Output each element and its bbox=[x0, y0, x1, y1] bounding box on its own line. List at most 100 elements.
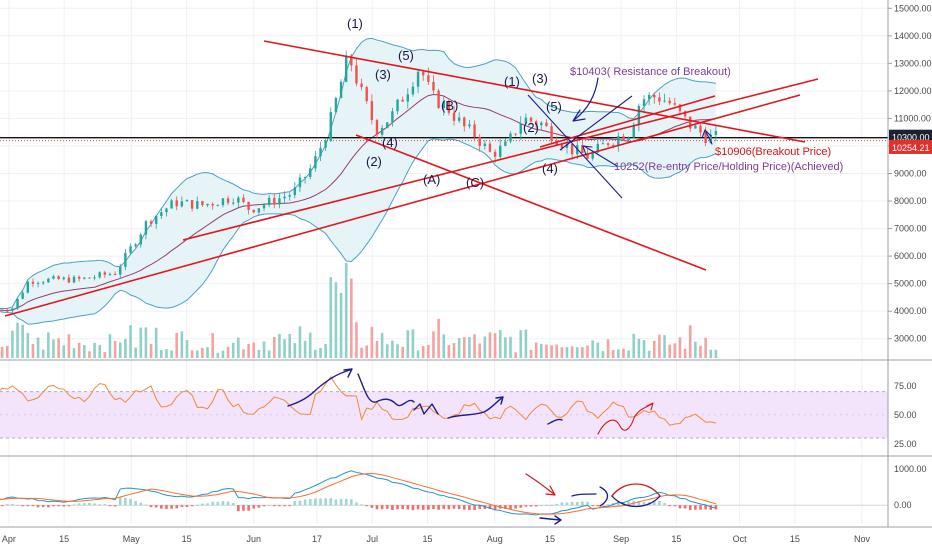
candle-body bbox=[473, 124, 476, 138]
candle-body bbox=[257, 208, 261, 213]
volume-bar bbox=[468, 336, 471, 358]
macd-stroke-3 bbox=[539, 517, 561, 521]
candle-body bbox=[622, 136, 625, 141]
wave-label: (1) bbox=[347, 16, 363, 31]
macd-histogram-bar bbox=[545, 504, 548, 506]
candle-body bbox=[699, 125, 702, 133]
macd-histogram-bar bbox=[565, 502, 569, 506]
macd-histogram-bar bbox=[324, 498, 327, 506]
time-tick-label: Nov bbox=[854, 534, 871, 544]
candle-body bbox=[72, 276, 76, 283]
volume-bar bbox=[596, 342, 600, 358]
volume-bar bbox=[324, 343, 327, 358]
volume-bar bbox=[41, 349, 45, 358]
macd-histogram-bar bbox=[257, 505, 261, 508]
candle-body bbox=[262, 204, 266, 209]
rsi-arrow-3 bbox=[646, 402, 654, 411]
macd-histogram-bar bbox=[596, 505, 600, 507]
macd-histogram-bar bbox=[175, 505, 179, 509]
purple-up-line bbox=[559, 95, 633, 151]
candle-body bbox=[632, 124, 635, 138]
candle-body bbox=[267, 197, 271, 205]
macd-histogram-bar bbox=[391, 505, 394, 511]
macd-histogram-bar bbox=[519, 505, 523, 508]
macd-histogram-bar bbox=[47, 505, 50, 508]
volume-bar bbox=[447, 345, 451, 358]
macd-histogram-bar bbox=[149, 505, 153, 508]
candle-body bbox=[442, 101, 445, 108]
macd-histogram-bar bbox=[72, 504, 76, 506]
candle-body bbox=[242, 197, 245, 202]
candle-body bbox=[298, 177, 302, 188]
macd-histogram-bar bbox=[26, 505, 30, 507]
macd-histogram-bar bbox=[673, 505, 677, 507]
volume-bar bbox=[26, 332, 30, 358]
macd-histogram-bar bbox=[663, 503, 666, 506]
candle-body bbox=[273, 197, 276, 205]
candle-body bbox=[139, 234, 142, 245]
candle-body bbox=[601, 143, 605, 145]
wave-label: (4) bbox=[382, 135, 398, 150]
volume-bar bbox=[98, 344, 101, 358]
time-tick-label: 15 bbox=[671, 534, 681, 544]
candle-body bbox=[67, 277, 71, 283]
time-tick-label: 15 bbox=[182, 534, 192, 544]
candle-body bbox=[185, 200, 189, 202]
rsi-line bbox=[0, 376, 717, 426]
volume-bar bbox=[47, 332, 50, 358]
macd-histogram-bar bbox=[93, 503, 96, 506]
candle-body bbox=[365, 87, 368, 102]
macd-histogram-bar bbox=[98, 504, 101, 506]
candle-body bbox=[468, 124, 471, 127]
volume-bar bbox=[699, 345, 702, 358]
macd-histogram-bar bbox=[216, 501, 220, 506]
macd-histogram-bar bbox=[272, 505, 276, 507]
candle-body bbox=[221, 198, 225, 206]
volume-bar bbox=[231, 342, 235, 358]
macd-histogram-bar bbox=[514, 505, 517, 509]
volume-bar bbox=[11, 330, 14, 358]
volume-bar bbox=[365, 345, 369, 358]
macd-histogram-bar bbox=[293, 501, 297, 506]
macd-histogram-bar bbox=[170, 505, 173, 509]
candle-body bbox=[617, 136, 620, 146]
last-price-tag-label: 10254.21 bbox=[892, 143, 930, 153]
price-tick-label: 8000.00 bbox=[894, 196, 927, 206]
macd-histogram-bar bbox=[473, 505, 476, 511]
macd-tick-label: 1000.00 bbox=[894, 464, 927, 474]
volume-bar bbox=[149, 343, 153, 358]
candle-body bbox=[329, 112, 332, 141]
macd-histogram-bar bbox=[570, 501, 574, 506]
macd-histogram-bar bbox=[88, 502, 91, 506]
candle-body bbox=[514, 133, 517, 135]
candle-body bbox=[422, 71, 425, 76]
price-tick-label: 13000.00 bbox=[894, 58, 932, 68]
volume-bar bbox=[622, 348, 625, 358]
candle-body bbox=[52, 276, 55, 279]
annotation-breakout: $10906(Breakout Price) bbox=[715, 146, 831, 158]
candle-body bbox=[36, 283, 40, 285]
candle-body bbox=[427, 75, 430, 82]
annotation-reentry: 10252(Re-entry Price/Holding Price)(Achi… bbox=[614, 161, 843, 173]
volume-bar bbox=[88, 351, 91, 358]
macd-histogram-bar bbox=[319, 498, 322, 506]
wave-label: (3) bbox=[375, 67, 391, 82]
macd-histogram-bar bbox=[581, 501, 584, 506]
macd-histogram-bar bbox=[447, 505, 451, 510]
candle-body bbox=[478, 137, 481, 146]
volume-bar bbox=[473, 334, 476, 358]
candle-body bbox=[360, 83, 363, 88]
candle-body bbox=[411, 86, 415, 95]
rsi-stroke-5 bbox=[547, 418, 563, 425]
candle-body bbox=[653, 94, 656, 98]
volume-bar bbox=[652, 340, 656, 358]
volume-bar bbox=[165, 349, 168, 358]
volume-bar bbox=[504, 337, 507, 358]
volume-bar bbox=[550, 345, 553, 358]
volume-bar bbox=[288, 334, 291, 358]
volume-bar bbox=[57, 338, 60, 358]
macd-histogram-bar bbox=[442, 505, 446, 509]
macd-histogram-bar bbox=[555, 503, 559, 506]
candle-body bbox=[647, 94, 651, 100]
